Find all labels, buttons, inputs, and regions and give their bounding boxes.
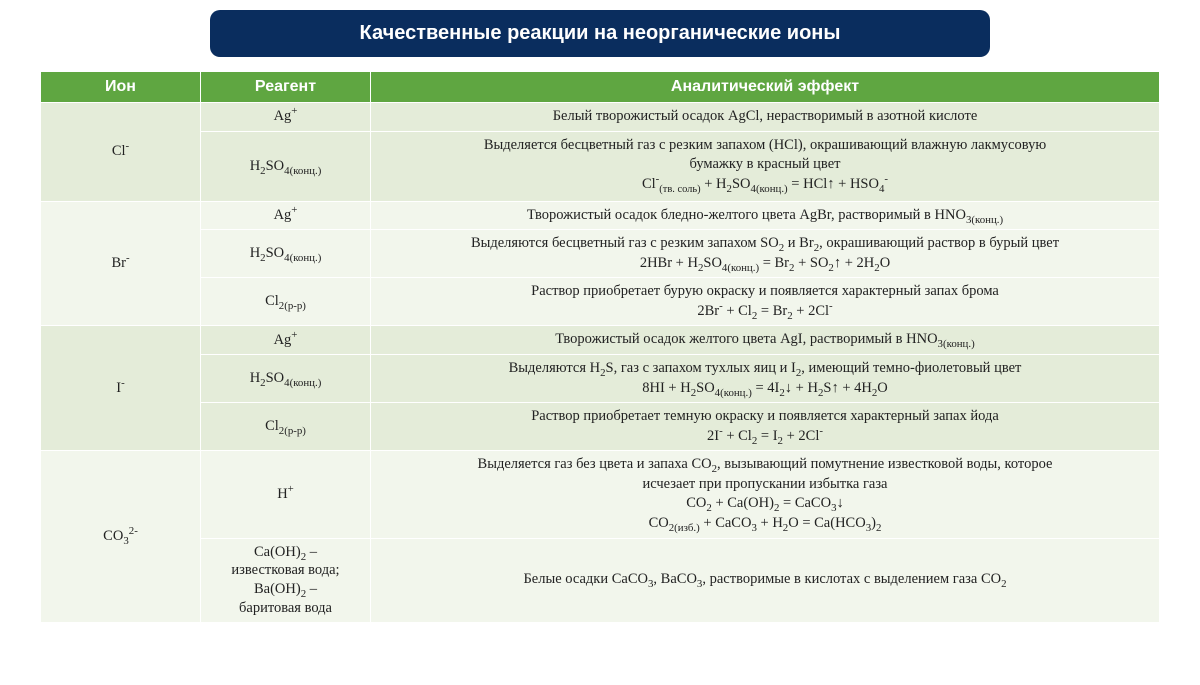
ion-cell: Cl-	[41, 103, 201, 202]
table-header-row: Ион Реагент Аналитический эффект	[41, 72, 1160, 103]
effect-cell: Выделяется газ без цвета и запаха CO2, в…	[371, 451, 1160, 538]
reagent-cell: Cl2(р-р)	[201, 403, 371, 451]
effect-cell: Раствор приобретает бурую окраску и появ…	[371, 278, 1160, 326]
table-row: Br-Ag+Творожистый осадок бледно-желтого …	[41, 201, 1160, 230]
table-row: Cl2(р-р)Раствор приобретает темную окрас…	[41, 403, 1160, 451]
reactions-table: Ион Реагент Аналитический эффект Cl-Ag+Б…	[40, 71, 1160, 623]
effect-cell: Выделяются бесцветный газ с резким запах…	[371, 230, 1160, 278]
table-row: I-Ag+Творожистый осадок желтого цвета Ag…	[41, 326, 1160, 355]
reagent-cell: H+	[201, 451, 371, 538]
effect-cell: Выделяется бесцветный газ с резким запах…	[371, 131, 1160, 201]
reagent-cell: Ca(OH)2 –известковая вода;Ba(OH)2 –барит…	[201, 538, 371, 622]
effect-cell: Раствор приобретает темную окраску и поя…	[371, 403, 1160, 451]
reagent-cell: Ag+	[201, 326, 371, 355]
page-title: Качественные реакции на неорганические и…	[210, 10, 990, 57]
table-row: CO32-H+Выделяется газ без цвета и запаха…	[41, 451, 1160, 538]
effect-cell: Выделяются H2S, газ с запахом тухлых яиц…	[371, 355, 1160, 403]
table-row: Ca(OH)2 –известковая вода;Ba(OH)2 –барит…	[41, 538, 1160, 622]
reagent-cell: Ag+	[201, 103, 371, 132]
table-row: H2SO4(конц.)Выделяются бесцветный газ с …	[41, 230, 1160, 278]
reagent-cell: H2SO4(конц.)	[201, 131, 371, 201]
reagent-cell: H2SO4(конц.)	[201, 230, 371, 278]
ion-cell: CO32-	[41, 451, 201, 623]
reagent-cell: Cl2(р-р)	[201, 278, 371, 326]
effect-cell: Творожистый осадок бледно-желтого цвета …	[371, 201, 1160, 230]
effect-cell: Творожистый осадок желтого цвета AgI, ра…	[371, 326, 1160, 355]
reagent-cell: Ag+	[201, 201, 371, 230]
col-header-ion: Ион	[41, 72, 201, 103]
ion-cell: I-	[41, 326, 201, 451]
effect-cell: Белые осадки CaCO3, BaCO3, растворимые в…	[371, 538, 1160, 622]
effect-cell: Белый творожистый осадок AgCl, нераствор…	[371, 103, 1160, 132]
table-row: H2SO4(конц.)Выделяются H2S, газ с запахо…	[41, 355, 1160, 403]
reagent-cell: H2SO4(конц.)	[201, 355, 371, 403]
ion-cell: Br-	[41, 201, 201, 326]
table-row: Cl2(р-р)Раствор приобретает бурую окраск…	[41, 278, 1160, 326]
table-row: Cl-Ag+Белый творожистый осадок AgCl, нер…	[41, 103, 1160, 132]
table-row: H2SO4(конц.)Выделяется бесцветный газ с …	[41, 131, 1160, 201]
col-header-effect: Аналитический эффект	[371, 72, 1160, 103]
col-header-reagent: Реагент	[201, 72, 371, 103]
